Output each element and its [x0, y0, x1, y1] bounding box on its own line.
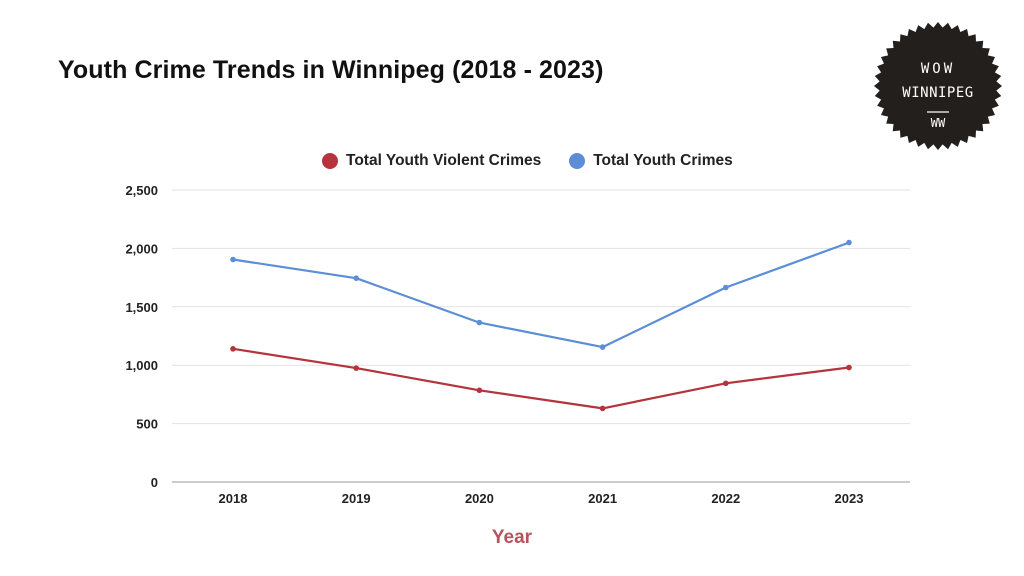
data-point-1 — [599, 344, 606, 350]
x-tick-label: 2021 — [588, 491, 617, 506]
badge-text-wow: WOW — [921, 61, 955, 77]
x-tick-label: 2023 — [835, 491, 864, 506]
y-tick-label: 1,000 — [125, 358, 158, 373]
legend-label-total: Total Youth Crimes — [593, 152, 733, 169]
x-axis-label: Year — [491, 527, 533, 548]
x-tick-label: 2020 — [465, 491, 494, 506]
y-tick-label: 1,500 — [125, 300, 158, 315]
data-point-0 — [476, 387, 483, 394]
legend-marker-total — [569, 153, 586, 169]
badge-text-ww: WW — [931, 116, 946, 130]
data-point-0 — [230, 346, 236, 352]
badge-seal-shape — [874, 22, 1002, 150]
data-point-1 — [723, 284, 729, 291]
y-tick-label: 2,000 — [125, 241, 158, 256]
data-point-0 — [723, 380, 729, 387]
chart-title: Youth Crime Trends in Winnipeg (2018 - 2… — [58, 56, 604, 84]
data-point-0 — [599, 405, 606, 412]
data-point-0 — [353, 365, 360, 371]
series-line-0 — [232, 347, 850, 410]
data-point-1 — [846, 239, 852, 246]
data-point-0 — [846, 364, 852, 371]
legend-item-violent: Total Youth Violent Crimes — [322, 152, 541, 170]
y-tick-label: 2,500 — [125, 183, 158, 198]
legend-label-violent: Total Youth Violent Crimes — [346, 152, 542, 169]
data-point-1 — [230, 256, 236, 263]
x-tick-label: 2019 — [342, 491, 371, 506]
legend-item-total: Total Youth Crimes — [569, 152, 733, 170]
x-tick-label: 2018 — [219, 491, 248, 506]
series-line-1 — [232, 241, 850, 349]
x-tick-label: 2022 — [711, 491, 740, 506]
badge-text-winnipeg: WINNIPEG — [902, 85, 973, 101]
data-point-1 — [353, 275, 360, 281]
data-point-1 — [476, 319, 483, 326]
y-tick-label: 500 — [136, 417, 158, 432]
legend-marker-violent — [322, 153, 338, 169]
y-tick-label: 0 — [151, 475, 158, 490]
wow-winnipeg-logo: WOW WINNIPEG WW — [874, 22, 1002, 150]
chart-legend: Total Youth Violent Crimes Total Youth C… — [322, 152, 733, 170]
